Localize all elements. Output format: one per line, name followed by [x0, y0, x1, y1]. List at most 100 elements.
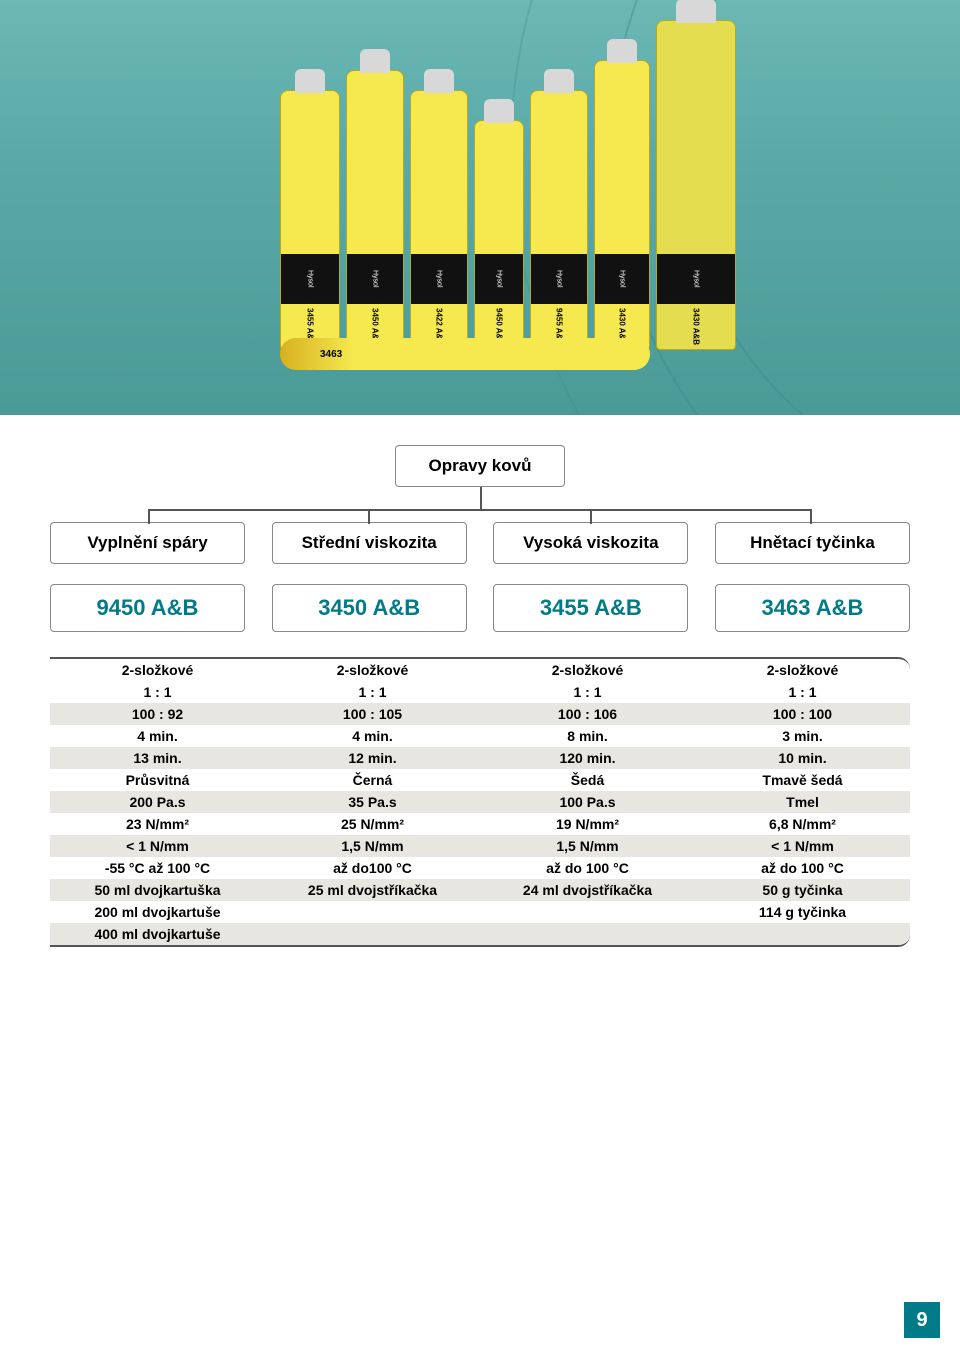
spec-table: 2-složkové2-složkové2-složkové2-složkové…	[50, 657, 910, 947]
spec-cell: Tmavě šedá	[695, 769, 910, 791]
spec-cell: 4 min.	[265, 725, 480, 747]
spec-cell: 100 Pa.s	[480, 791, 695, 813]
spec-cell: 3 min.	[695, 725, 910, 747]
product-code-node: 9450 A&B	[50, 584, 245, 632]
spec-cell: 1,5 N/mm	[480, 835, 695, 857]
spec-cell: 13 min.	[50, 747, 265, 769]
product-code-node: 3450 A&B	[272, 584, 467, 632]
spec-cell: 100 : 92	[50, 703, 265, 725]
spec-row: 200 Pa.s35 Pa.s100 Pa.sTmel	[50, 791, 910, 813]
decision-row-category: Vyplnění spáry Střední viskozita Vysoká …	[50, 522, 910, 564]
hero-banner: Hysol3455 A&B Hysol3450 A&B Hysol3422 A&…	[0, 0, 960, 415]
product-cartridge: Hysol3455 A&B	[280, 90, 340, 350]
spec-row: 400 ml dvojkartuše	[50, 923, 910, 945]
spec-row: 13 min.12 min.120 min.10 min.	[50, 747, 910, 769]
product-band: Hysol	[657, 254, 735, 304]
spec-cell: 23 N/mm²	[50, 813, 265, 835]
spec-row: < 1 N/mm1,5 N/mm1,5 N/mm< 1 N/mm	[50, 835, 910, 857]
spec-cell: 100 : 105	[265, 703, 480, 725]
spec-row: 2-složkové2-složkové2-složkové2-složkové	[50, 659, 910, 681]
decision-node: Vysoká viskozita	[493, 522, 688, 564]
decision-tree: Opravy kovů Vyplnění spáry Střední visko…	[0, 415, 960, 632]
decision-row-product: 9450 A&B 3450 A&B 3455 A&B 3463 A&B	[50, 584, 910, 632]
spec-cell: 400 ml dvojkartuše	[50, 923, 265, 945]
spec-cell: 4 min.	[50, 725, 265, 747]
spec-cell: 1 : 1	[695, 681, 910, 703]
connector	[148, 509, 150, 524]
spec-cell: 50 g tyčinka	[695, 879, 910, 901]
product-band: Hysol	[347, 254, 403, 304]
spec-row: 100 : 92100 : 105100 : 106100 : 100	[50, 703, 910, 725]
spec-cell: Tmel	[695, 791, 910, 813]
connector	[810, 509, 812, 524]
product-cartridge: Hysol9450 A&B	[474, 120, 524, 350]
spec-row: -55 °C až 100 °Caž do100 °Caž do 100 °Ca…	[50, 857, 910, 879]
decision-node: Střední viskozita	[272, 522, 467, 564]
spec-cell: 12 min.	[265, 747, 480, 769]
product-band: Hysol	[411, 254, 467, 304]
spec-cell: 1 : 1	[480, 681, 695, 703]
decision-node: Vyplnění spáry	[50, 522, 245, 564]
spec-cell: 200 ml dvojkartuše	[50, 901, 265, 923]
spec-row: 23 N/mm²25 N/mm²19 N/mm²6,8 N/mm²	[50, 813, 910, 835]
decision-node: Hnětací tyčinka	[715, 522, 910, 564]
spec-cell: 2-složkové	[265, 659, 480, 681]
spec-cell: 100 : 100	[695, 703, 910, 725]
spec-cell	[265, 901, 480, 923]
spec-cell: 2-složkové	[480, 659, 695, 681]
spec-cell: Šedá	[480, 769, 695, 791]
product-cartridge: Hysol3430 A&B	[656, 20, 736, 350]
spec-row: 200 ml dvojkartuše 114 g tyčinka	[50, 901, 910, 923]
spec-cell: 120 min.	[480, 747, 695, 769]
connector	[368, 509, 370, 524]
spec-cell: 1,5 N/mm	[265, 835, 480, 857]
spec-cell: až do 100 °C	[695, 857, 910, 879]
spec-row: 1 : 11 : 11 : 11 : 1	[50, 681, 910, 703]
spec-cell: 10 min.	[695, 747, 910, 769]
product-image-group: Hysol3455 A&B Hysol3450 A&B Hysol3422 A&…	[280, 20, 736, 350]
product-code-node: 3463 A&B	[715, 584, 910, 632]
page-number: 9	[904, 1302, 940, 1338]
spec-cell	[480, 923, 695, 945]
spec-cell: 200 Pa.s	[50, 791, 265, 813]
spec-cell: 6,8 N/mm²	[695, 813, 910, 835]
spec-cell: Průsvitná	[50, 769, 265, 791]
spec-cell: 2-složkové	[50, 659, 265, 681]
product-band: Hysol	[475, 254, 523, 304]
connector	[148, 509, 812, 511]
product-code-node: 3455 A&B	[493, 584, 688, 632]
spec-cell: 100 : 106	[480, 703, 695, 725]
spec-row: 50 ml dvojkartuška25 ml dvojstříkačka24 …	[50, 879, 910, 901]
spec-cell: 1 : 1	[50, 681, 265, 703]
product-cartridge: Hysol3430 A&B	[594, 60, 650, 350]
product-band: Hysol	[595, 254, 649, 304]
spec-cell	[695, 923, 910, 945]
spec-cell	[480, 901, 695, 923]
spec-cell: 19 N/mm²	[480, 813, 695, 835]
spec-cell: 35 Pa.s	[265, 791, 480, 813]
spec-cell: -55 °C až 100 °C	[50, 857, 265, 879]
spec-cell: 8 min.	[480, 725, 695, 747]
spec-cell: 2-složkové	[695, 659, 910, 681]
spec-row: PrůsvitnáČernáŠedáTmavě šedá	[50, 769, 910, 791]
product-stick: 3463	[280, 338, 650, 370]
product-band: Hysol	[531, 254, 587, 304]
spec-cell: Černá	[265, 769, 480, 791]
product-cartridge: Hysol3422 A&B	[410, 90, 468, 350]
spec-cell: 25 ml dvojstříkačka	[265, 879, 480, 901]
spec-cell: 1 : 1	[265, 681, 480, 703]
spec-cell: až do 100 °C	[480, 857, 695, 879]
connector	[590, 509, 592, 524]
spec-cell: 24 ml dvojstříkačka	[480, 879, 695, 901]
decision-root: Opravy kovů	[395, 445, 565, 487]
spec-cell: až do100 °C	[265, 857, 480, 879]
product-details-row	[0, 947, 960, 982]
product-cartridge: Hysol3450 A&B	[346, 70, 404, 350]
spec-cell: < 1 N/mm	[695, 835, 910, 857]
spec-cell	[265, 923, 480, 945]
spec-cell: < 1 N/mm	[50, 835, 265, 857]
spec-row: 4 min.4 min.8 min.3 min.	[50, 725, 910, 747]
spec-cell: 114 g tyčinka	[695, 901, 910, 923]
stick-label: 3463	[320, 349, 342, 360]
product-band: Hysol	[281, 254, 339, 304]
